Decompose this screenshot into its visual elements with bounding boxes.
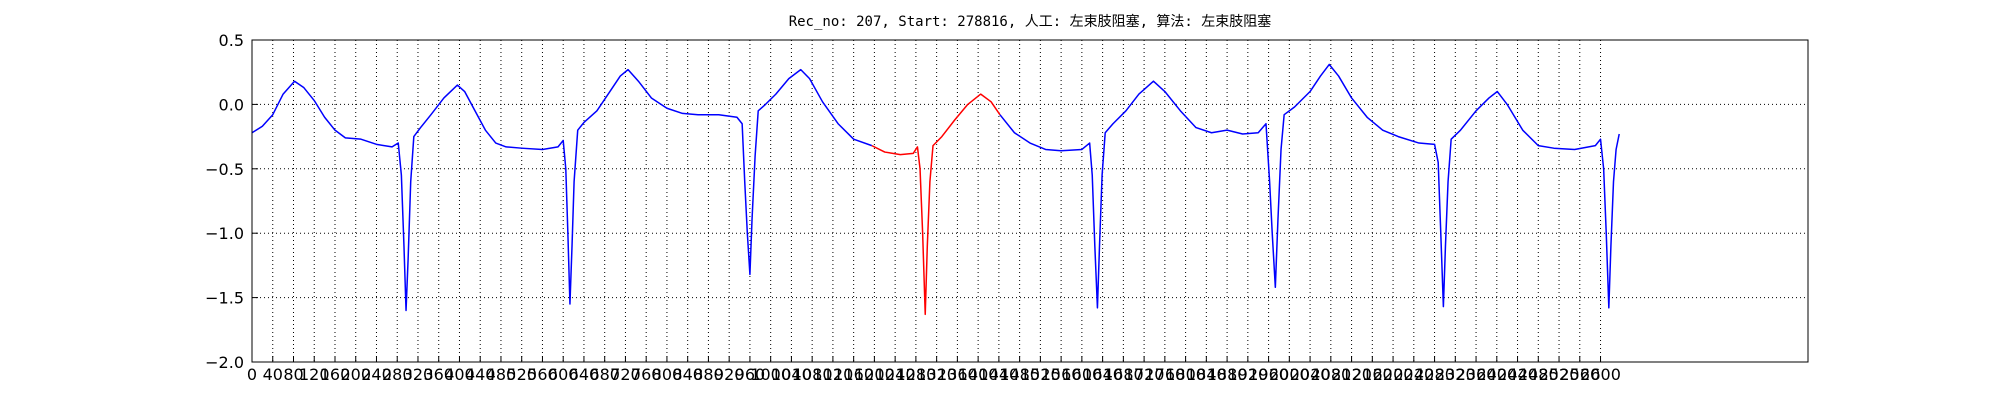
x-tick-label: 1400 — [958, 365, 999, 384]
x-tick-label: 1960 — [1248, 365, 1289, 384]
chart-title: Rec_no: 207, Start: 278816, 人工: 左束肢阻塞, 算… — [789, 13, 1272, 30]
x-tick-label: 1640 — [1082, 365, 1123, 384]
x-tick-label: 1280 — [896, 365, 937, 384]
x-tick-label: 1760 — [1144, 365, 1185, 384]
x-tick-label: 880 — [693, 365, 724, 384]
x-tick-label: 120 — [299, 365, 330, 384]
x-tick-label: 2280 — [1414, 365, 1455, 384]
plot-frame — [251, 39, 1809, 363]
x-tick-label: 960 — [735, 365, 766, 384]
x-tick-label: 600 — [548, 365, 579, 384]
x-tick-label: 1000 — [750, 365, 791, 384]
x-tick-label: 1080 — [792, 365, 833, 384]
y-tick-label: −1.5 — [205, 289, 244, 308]
x-tick-label: 2400 — [1476, 365, 1517, 384]
x-tick-label: 1680 — [1103, 365, 1144, 384]
x-tick-label: 1040 — [771, 365, 812, 384]
x-tick-label: 520 — [506, 365, 537, 384]
x-tick-label: 200 — [340, 365, 371, 384]
x-tick-label: 2320 — [1435, 365, 1476, 384]
x-tick-label: 0 — [247, 365, 257, 384]
x-tick-label: 2160 — [1352, 365, 1393, 384]
y-tick-label: 0.0 — [219, 95, 244, 114]
x-tick-label: 1600 — [1062, 365, 1103, 384]
x-tick-label: 840 — [672, 365, 703, 384]
x-tick-label: 680 — [589, 365, 620, 384]
x-tick-label: 800 — [652, 365, 683, 384]
x-tick-label: 1520 — [1020, 365, 1061, 384]
x-tick-label: 2480 — [1518, 365, 1559, 384]
x-tick-label: 1200 — [854, 365, 895, 384]
x-tick-label: 1880 — [1207, 365, 1248, 384]
x-tick-label: 720 — [610, 365, 641, 384]
x-tick-label: 2040 — [1290, 365, 1331, 384]
x-tick-label: 920 — [714, 365, 745, 384]
x-tick-label: 1360 — [937, 365, 978, 384]
x-tick-label: 2080 — [1310, 365, 1351, 384]
x-tick-label: 280 — [382, 365, 413, 384]
x-tick-label: 2200 — [1373, 365, 1414, 384]
y-tick-label: −2.0 — [205, 353, 244, 372]
x-tick-label: 160 — [320, 365, 351, 384]
x-tick-label: 480 — [486, 365, 517, 384]
x-tick-label: 2240 — [1393, 365, 1434, 384]
x-tick-label: 1800 — [1165, 365, 1206, 384]
x-tick-label: 760 — [631, 365, 662, 384]
x-tick-label: 1480 — [999, 365, 1040, 384]
x-tick-label: 240 — [361, 365, 392, 384]
x-tick-label: 360 — [423, 365, 454, 384]
x-tick-label: 400 — [444, 365, 475, 384]
x-tick-label: 80 — [283, 365, 303, 384]
y-tick-label: −1.0 — [205, 224, 244, 243]
x-tick-label: 1840 — [1186, 365, 1227, 384]
x-tick-label: 320 — [403, 365, 434, 384]
x-tick-label: 1720 — [1124, 365, 1165, 384]
x-tick-label: 2600 — [1580, 365, 1621, 384]
x-tick-label: 560 — [527, 365, 558, 384]
x-tick-label: 1240 — [875, 365, 916, 384]
x-tick-label: 2560 — [1559, 365, 1600, 384]
ecg-line — [251, 63, 1620, 312]
x-tick-label: 1440 — [979, 365, 1020, 384]
x-tick-label: 2000 — [1269, 365, 1310, 384]
x-tick-label: 440 — [465, 365, 496, 384]
y-tick-label: −0.5 — [205, 160, 244, 179]
x-tick-label: 2440 — [1497, 365, 1538, 384]
x-tick-label: 1120 — [813, 365, 854, 384]
x-tick-label: 2360 — [1456, 365, 1497, 384]
y-tick-label: 0.5 — [219, 31, 244, 50]
x-tick-label: 40 — [263, 365, 283, 384]
ecg-line — [871, 93, 1001, 316]
x-tick-label: 2120 — [1331, 365, 1372, 384]
x-tick-label: 2520 — [1539, 365, 1580, 384]
x-tick-label: 1160 — [833, 365, 874, 384]
x-tick-label: 1560 — [1041, 365, 1082, 384]
x-tick-label: 1320 — [916, 365, 957, 384]
x-tick-label: 640 — [569, 365, 600, 384]
x-tick-label: 1920 — [1227, 365, 1268, 384]
